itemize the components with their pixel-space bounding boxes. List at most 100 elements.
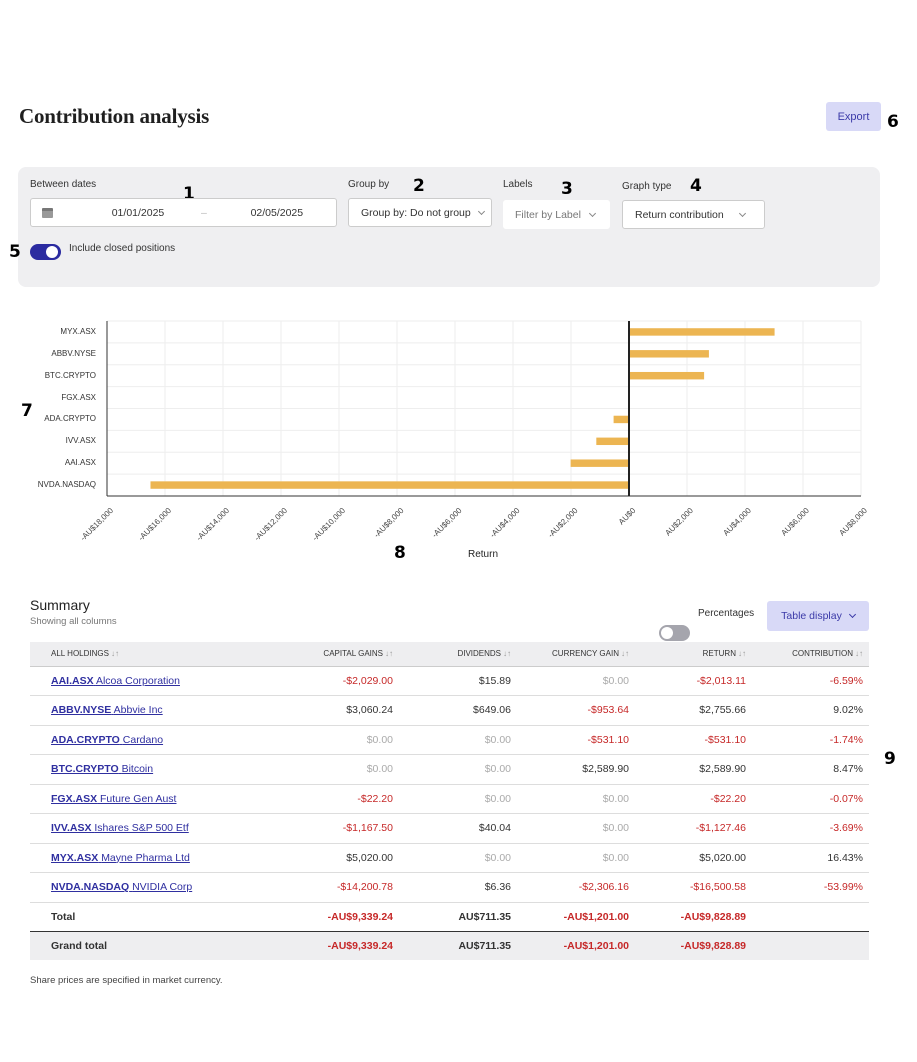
holding-link[interactable]: MYX.ASX Mayne Pharma Ltd: [51, 851, 190, 864]
cell-div: $649.06: [399, 695, 517, 726]
date-range-picker[interactable]: 01/01/2025 – 02/05/2025: [30, 198, 337, 227]
date-to-input[interactable]: 02/05/2025: [250, 206, 304, 219]
summary-table: ALL HOLDINGS ↓↑ CAPITAL GAINS ↓↑ DIVIDENDS…: [30, 642, 869, 960]
toggle-knob: [661, 627, 673, 639]
holding-link[interactable]: AAI.ASX Alcoa Corporation: [51, 674, 180, 687]
table-body: AAI.ASX Alcoa Corporation -$2,029.00 $15.8…: [30, 666, 869, 903]
annotation-marker-2: 2: [413, 176, 425, 196]
cell-cur: -$953.64: [517, 695, 635, 726]
annotation-marker-1: 1: [183, 184, 195, 204]
total-contribution: [752, 901, 869, 932]
x-axis-title: Return: [468, 549, 499, 560]
chevron-down-icon: [738, 209, 747, 217]
y-axis-label: FGX.ASX: [61, 392, 96, 402]
x-axis-tick-label: AU$0: [616, 506, 638, 527]
sort-icon: ↓↑: [110, 649, 119, 659]
total-return: -AU$9,828.89: [635, 901, 752, 932]
grand-total-return: -AU$9,828.89: [635, 931, 752, 960]
y-axis-label: ABBV.NYSE: [51, 348, 96, 358]
holding-cell: ABBV.NYSE Abbvie Inc: [30, 695, 270, 726]
column-header-capital-gains[interactable]: CAPITAL GAINS ↓↑: [270, 642, 399, 667]
x-axis-tick-label: AU$8,000: [837, 506, 870, 538]
bar-abbv.nyse: [629, 350, 709, 358]
toggle-knob: [46, 246, 58, 258]
y-axis-label: BTC.CRYPTO: [44, 370, 96, 380]
column-header-holdings[interactable]: ALL HOLDINGS ↓↑: [30, 642, 270, 667]
holding-cell: FGX.ASX Future Gen Aust: [30, 784, 270, 814]
holding-cell: IVV.ASX Ishares S&P 500 Etf: [30, 813, 270, 844]
holding-link[interactable]: ABBV.NYSE Abbvie Inc: [51, 704, 163, 717]
holding-link[interactable]: NVDA.NASDAQ NVIDIA Corp: [51, 881, 193, 894]
column-header-contribution[interactable]: CONTRIBUTION ↓↑: [752, 642, 869, 667]
cell-con: 8.47%: [752, 754, 869, 785]
holding-link[interactable]: BTC.CRYPTO Bitcoin: [51, 763, 154, 776]
cell-con: 9.02%: [752, 695, 869, 726]
sort-icon: ↓↑: [621, 649, 629, 659]
grand-total-capital-gains: -AU$9,339.24: [270, 931, 399, 960]
table-row: IVV.ASX Ishares S&P 500 Etf -$1,167.50 $40…: [30, 813, 869, 844]
bar-aai.asx: [570, 459, 629, 467]
cell-cap: $0.00: [270, 754, 399, 785]
export-button[interactable]: Export: [826, 102, 881, 131]
include-closed-positions-toggle[interactable]: [30, 244, 61, 260]
x-axis-tick-label: AU$6,000: [779, 506, 812, 538]
table-row: ABBV.NYSE Abbvie Inc $3,060.24 $649.06 -$95…: [30, 695, 869, 726]
cell-con: -53.99%: [752, 872, 869, 903]
holding-link[interactable]: IVV.ASX Ishares S&P 500 Etf: [51, 822, 189, 835]
table-row: NVDA.NASDAQ NVIDIA Corp -$14,200.78 $6.36-…: [30, 872, 869, 903]
bar-ivv.asx: [596, 437, 629, 446]
include-closed-positions-label: Include closed positions: [69, 243, 176, 254]
annotation-marker-5: 5: [9, 242, 21, 262]
y-axis-labels: MYX.ASX ABBV.NYSE BTC.CRYPTO FGX.ASX ADA.CRY…: [0, 310, 96, 510]
cell-cur: -$2,306.16: [517, 872, 635, 903]
bar-myx.asx: [629, 328, 775, 336]
cell-cur: $0.00: [517, 813, 635, 844]
holding-cell: NVDA.NASDAQ NVIDIA Corp: [30, 872, 270, 903]
group-by-label: Group by: [348, 179, 390, 190]
table-display-button[interactable]: Table display: [767, 601, 869, 631]
group-by-dropdown[interactable]: Group by: Do not group: [348, 198, 492, 227]
cell-div: $0.00: [399, 754, 517, 785]
grand-total-currency-gain: -AU$1,201.00: [517, 931, 635, 960]
y-axis-label: MYX.ASX: [60, 326, 96, 336]
bar-btc.crypto: [629, 371, 705, 380]
labels-label: Labels: [503, 179, 533, 190]
grand-total-contribution: [752, 931, 869, 960]
table-row: FGX.ASX Future Gen Aust -$22.20 $0.00 $0.00…: [30, 784, 869, 814]
column-header-return[interactable]: RETURN ↓↑: [635, 642, 752, 667]
chevron-down-icon: [588, 209, 596, 217]
cell-cur: -$531.10: [517, 725, 635, 755]
chevron-down-icon: [848, 610, 856, 619]
annotation-marker-8: 8: [394, 543, 406, 563]
labels-filter-dropdown[interactable]: Filter by Label: [503, 200, 610, 229]
graph-type-value: Return contribution: [635, 208, 724, 221]
holding-cell: MYX.ASX Mayne Pharma Ltd: [30, 843, 270, 873]
total-capital-gains: -AU$9,339.24: [270, 901, 399, 932]
holding-link[interactable]: ADA.CRYPTO Cardano: [51, 733, 164, 746]
graph-type-dropdown[interactable]: Return contribution: [622, 200, 765, 229]
bar-nvda.nasdaq: [150, 481, 629, 489]
annotation-marker-9: 9: [884, 749, 896, 769]
chevron-down-icon: [477, 207, 485, 215]
x-axis-tick-label: -AU$6,000: [429, 506, 464, 540]
x-axis-tick-label: -AU$4,000: [487, 506, 522, 540]
total-label: Total: [30, 901, 270, 932]
cell-con: -0.07%: [752, 784, 869, 814]
cell-ret: -$22.20: [635, 784, 752, 814]
holding-link[interactable]: FGX.ASX Future Gen Aust: [51, 792, 177, 805]
cell-cap: $5,020.00: [270, 843, 399, 873]
y-axis-label: IVV.ASX: [65, 436, 96, 446]
x-axis-tick-label: -AU$14,000: [194, 506, 232, 543]
labels-placeholder: Filter by Label: [515, 208, 581, 221]
total-dividends: AU$711.35: [399, 901, 517, 932]
percentages-toggle[interactable]: [659, 625, 690, 641]
cell-div: $40.04: [399, 813, 517, 844]
column-header-currency-gain[interactable]: CURRENCY GAIN ↓↑: [517, 642, 635, 667]
between-dates-label: Between dates: [30, 179, 97, 190]
date-from-input[interactable]: 01/01/2025: [111, 206, 165, 219]
grand-total-label: Grand total: [30, 931, 270, 960]
column-header-dividends[interactable]: DIVIDENDS ↓↑: [399, 642, 517, 667]
sort-icon: ↓↑: [503, 649, 511, 659]
x-axis-tick-label: -AU$8,000: [371, 506, 406, 540]
cell-cur: $0.00: [517, 666, 635, 696]
